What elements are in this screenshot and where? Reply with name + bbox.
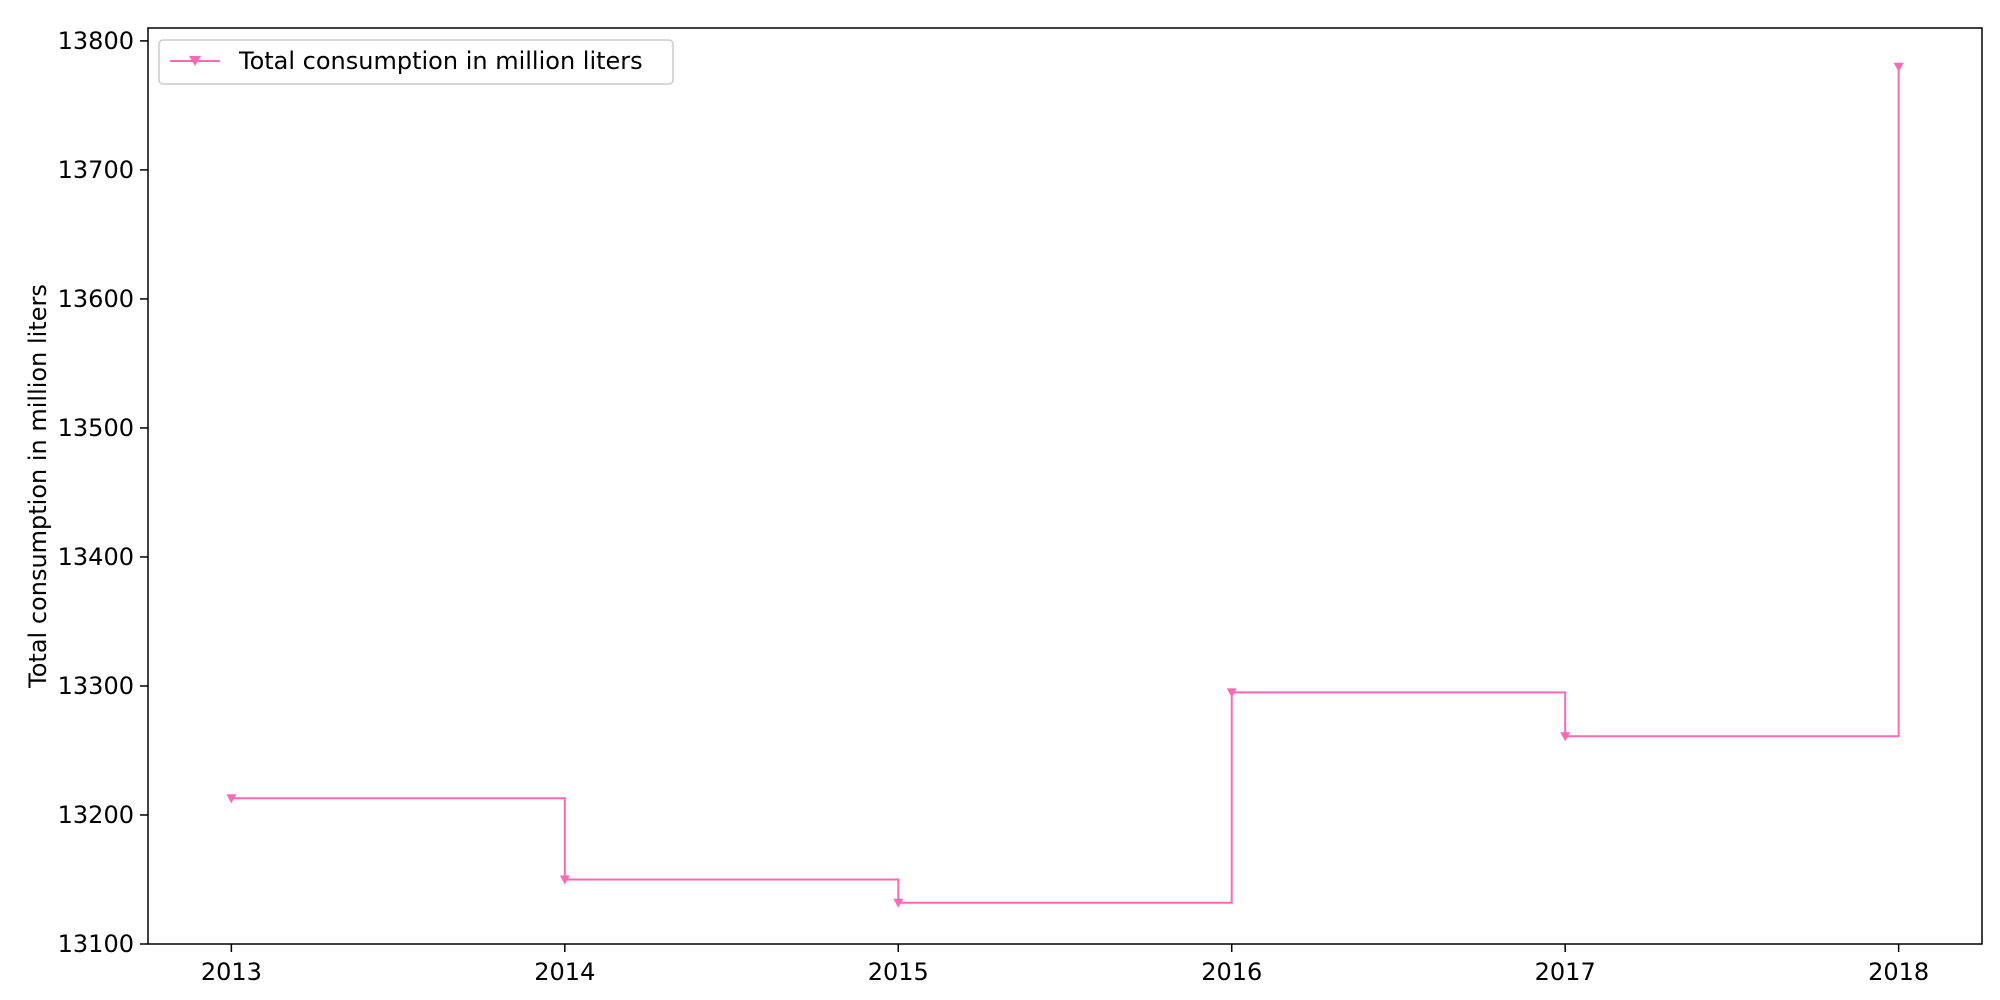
y-tick-label: 13200 [58, 801, 134, 829]
x-tick-label: 2017 [1535, 958, 1596, 986]
y-tick-label: 13700 [58, 156, 134, 184]
data-point-marker [226, 794, 237, 804]
y-tick-label: 13800 [58, 27, 134, 55]
x-tick-label: 2018 [1868, 958, 1929, 986]
x-tick-label: 2016 [1201, 958, 1262, 986]
series-step-line [231, 66, 1900, 904]
y-axis: 13100 13200 13300 13400 13500 13600 13700 13800 [58, 27, 148, 958]
data-point-marker [1893, 62, 1904, 72]
legend-marker-triangle-down-icon [189, 56, 201, 66]
y-tick-label: 13400 [58, 543, 134, 571]
y-tick-label: 13600 [58, 285, 134, 313]
x-axis: 2013 2014 2015 2016 2017 2018 [201, 944, 1929, 986]
legend: Total consumption in million liters [158, 39, 674, 85]
y-tick-label: 13100 [58, 930, 134, 958]
y-tick-label: 13300 [58, 672, 134, 700]
x-tick-label: 2014 [534, 958, 595, 986]
data-point-marker [559, 875, 570, 885]
series-layer [226, 62, 1904, 908]
plot-area-frame [147, 27, 1983, 945]
x-tick-label: 2015 [868, 958, 929, 986]
y-tick-label: 13500 [58, 414, 134, 442]
legend-label: Total consumption in million liters [238, 47, 643, 75]
data-point-marker [1226, 688, 1237, 698]
data-point-marker [1560, 732, 1571, 742]
y-axis-title: Total consumption in million liters [24, 284, 52, 689]
data-point-marker [893, 898, 904, 908]
legend-box [158, 39, 674, 85]
x-tick-label: 2013 [201, 958, 262, 986]
